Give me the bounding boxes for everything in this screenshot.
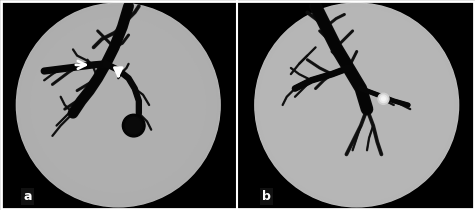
Circle shape <box>24 11 212 199</box>
Circle shape <box>23 10 214 200</box>
Circle shape <box>255 3 458 207</box>
Circle shape <box>268 16 446 194</box>
Circle shape <box>20 7 216 203</box>
Circle shape <box>266 14 447 196</box>
Text: b: b <box>262 190 271 203</box>
Circle shape <box>269 17 444 193</box>
Circle shape <box>267 15 446 195</box>
Circle shape <box>123 114 145 137</box>
Circle shape <box>263 11 450 199</box>
Circle shape <box>257 5 456 205</box>
Circle shape <box>26 12 211 198</box>
Circle shape <box>266 15 447 195</box>
Circle shape <box>24 10 213 200</box>
Circle shape <box>262 10 451 200</box>
Circle shape <box>378 93 389 104</box>
Circle shape <box>31 18 205 192</box>
Circle shape <box>261 9 453 201</box>
Circle shape <box>124 116 143 135</box>
Circle shape <box>28 14 209 196</box>
Circle shape <box>28 15 208 195</box>
Circle shape <box>259 7 455 203</box>
Circle shape <box>21 8 216 202</box>
Circle shape <box>256 4 457 206</box>
Circle shape <box>256 4 458 206</box>
Circle shape <box>258 6 456 204</box>
Circle shape <box>125 117 142 134</box>
Circle shape <box>261 10 452 200</box>
Circle shape <box>27 13 210 197</box>
Circle shape <box>27 14 209 196</box>
Circle shape <box>263 11 451 199</box>
Circle shape <box>29 16 208 194</box>
Circle shape <box>270 18 444 192</box>
Circle shape <box>266 14 448 196</box>
Circle shape <box>264 12 449 198</box>
Circle shape <box>267 16 446 194</box>
Circle shape <box>259 8 454 202</box>
Circle shape <box>31 17 206 193</box>
Text: a: a <box>24 190 32 203</box>
Circle shape <box>255 3 458 207</box>
Circle shape <box>381 97 385 101</box>
Circle shape <box>19 6 217 204</box>
Circle shape <box>268 17 445 193</box>
Circle shape <box>22 9 215 201</box>
Circle shape <box>19 6 218 204</box>
Circle shape <box>265 13 448 197</box>
Circle shape <box>258 7 455 203</box>
Circle shape <box>18 5 219 205</box>
Circle shape <box>260 9 453 201</box>
Circle shape <box>19 5 218 205</box>
Circle shape <box>265 13 449 197</box>
Circle shape <box>257 6 456 204</box>
Circle shape <box>25 12 211 198</box>
Circle shape <box>26 13 210 197</box>
Circle shape <box>256 5 457 205</box>
Circle shape <box>22 9 214 201</box>
Circle shape <box>264 12 450 198</box>
Circle shape <box>21 8 215 202</box>
Circle shape <box>30 17 207 193</box>
Circle shape <box>29 16 207 194</box>
Circle shape <box>17 3 220 207</box>
Circle shape <box>380 95 387 102</box>
Circle shape <box>28 15 209 195</box>
Circle shape <box>25 11 212 199</box>
Circle shape <box>17 3 220 207</box>
Circle shape <box>20 7 217 203</box>
Circle shape <box>17 4 219 206</box>
Circle shape <box>260 8 454 202</box>
Circle shape <box>18 4 219 206</box>
